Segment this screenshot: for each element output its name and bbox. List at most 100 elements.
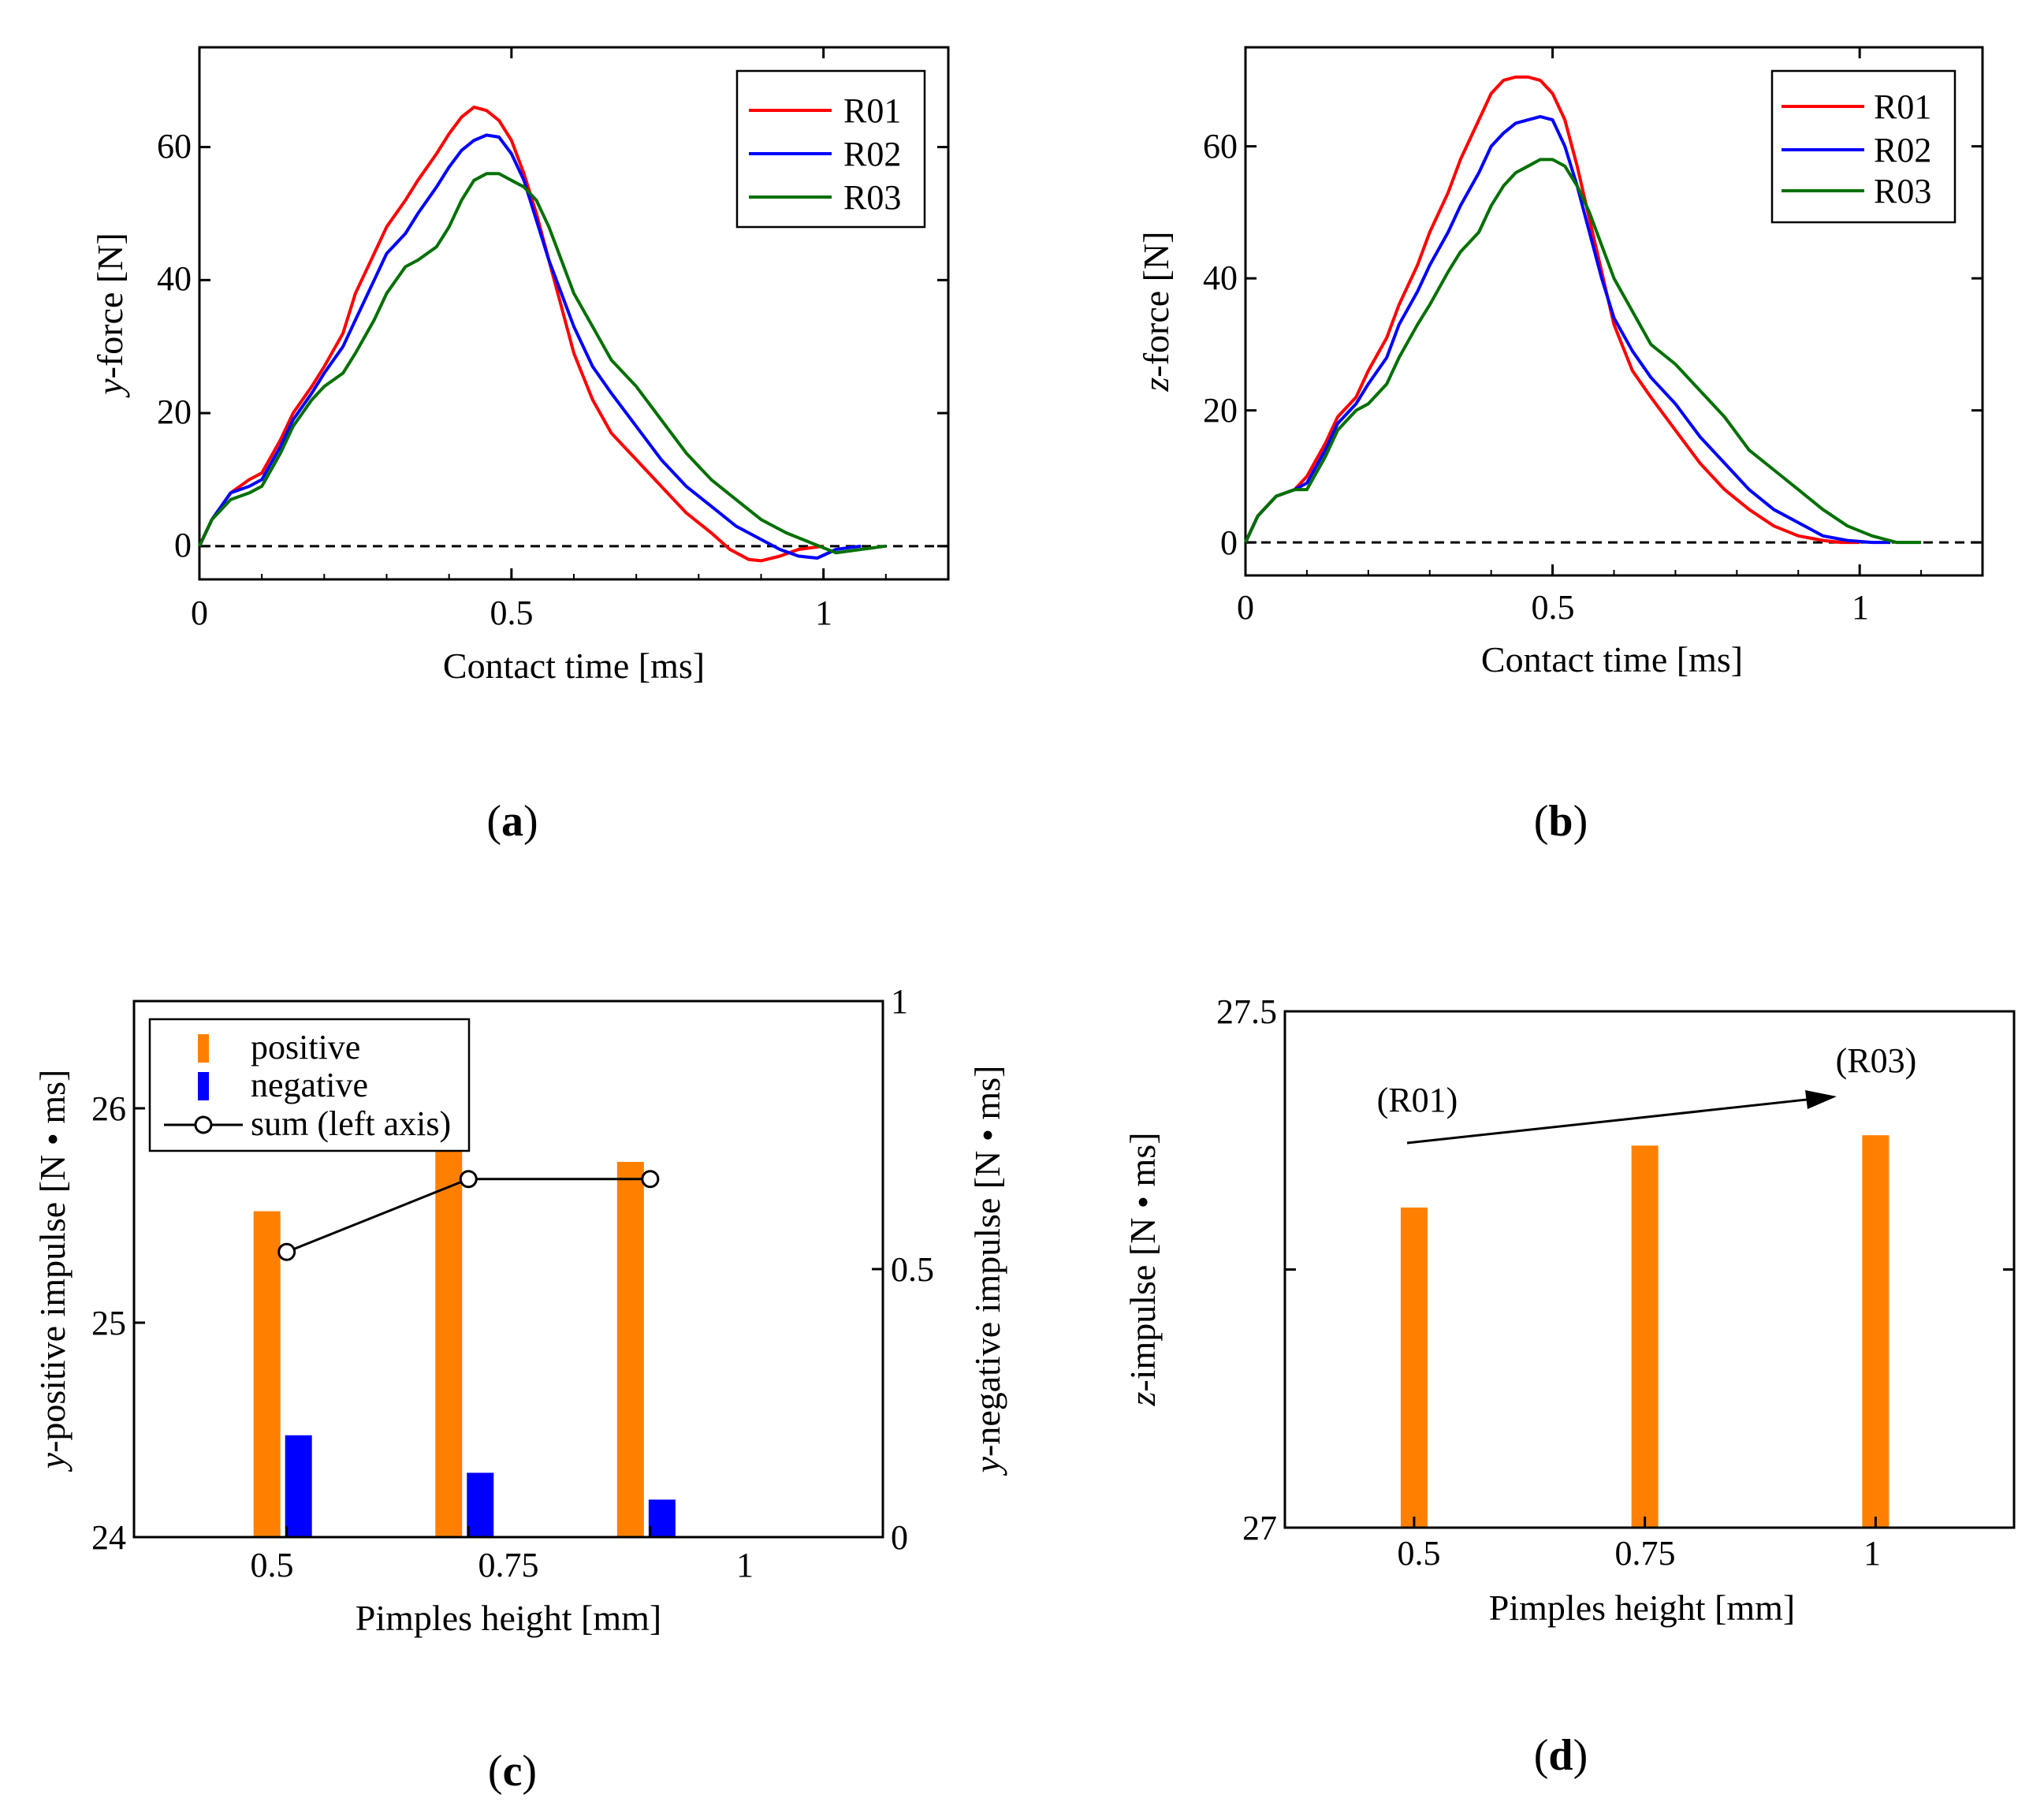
y2tick-label-c-1: 0.5 xyxy=(891,1250,934,1289)
panel-c: 0.5 0.75 1 24 25 26 0 0.5 1 Pimples heig… xyxy=(32,982,1007,1796)
ticks-c xyxy=(134,1000,883,1539)
bar-negative-2 xyxy=(648,1499,676,1537)
y2tick-label-c-0: 0 xyxy=(891,1518,908,1557)
ytick-label-d-0: 27 xyxy=(1242,1509,1277,1547)
bar-negative-1 xyxy=(467,1472,494,1537)
panel-d: 0.5 0.75 1 27 27.5 Pimples height [mm] z… xyxy=(1123,992,2016,1780)
annotation-arrow-head xyxy=(1805,1090,1837,1109)
ytick-label-a-3: 60 xyxy=(157,127,192,166)
ytick-label-b-2: 40 xyxy=(1203,259,1238,297)
legend-box-a xyxy=(735,69,926,229)
xtick-label-a-2: 1 xyxy=(815,594,832,632)
legend-label-b-r01: R01 xyxy=(1874,87,1931,126)
panel-b: 0 0.5 1 0 20 40 60 Contact time [ms] z-f… xyxy=(1136,46,1984,846)
y-axis-label-var-d: z xyxy=(1123,1392,1163,1407)
y-axis-label-rest-b: -force [N] xyxy=(1136,231,1176,377)
panel-letter-c: c xyxy=(503,1747,523,1796)
legend-box-b xyxy=(1770,69,1957,224)
series-line-b-r01 xyxy=(1244,75,1860,545)
y-axis-label-d: z-impulse [N • ms] xyxy=(1123,1132,1163,1406)
annotation-arrow-shaft xyxy=(1406,1098,1808,1145)
y-axis-label-a: y-force [N] xyxy=(90,233,130,398)
bar-negative-0 xyxy=(285,1435,312,1537)
y-axis-label-rest-d: -impulse [N • ms] xyxy=(1123,1132,1163,1391)
xtick-label-d-0: 0.5 xyxy=(1398,1534,1441,1573)
ticks-a xyxy=(198,47,949,579)
panel-label-d: (d) xyxy=(1534,1731,1588,1780)
annotation-r03: (R03) xyxy=(1836,1041,1917,1080)
legend-label-a-r03: R03 xyxy=(843,178,901,217)
y-axis-label-rest-c: -positive impulse [N • ms] xyxy=(32,1070,73,1453)
bars-c xyxy=(253,1151,676,1537)
panel-a: 0 0.5 1 0 20 40 60 Contact time [ms] y-f… xyxy=(90,46,950,846)
xtick-label-c-1: 0.75 xyxy=(478,1546,539,1584)
legend-b: R01 R02 R03 xyxy=(1770,69,1957,224)
series-line-b-r02 xyxy=(1244,114,1891,545)
sum-line-c xyxy=(277,1170,660,1261)
xtick-label-c-0: 0.5 xyxy=(251,1546,294,1584)
y-axis-label-c: y-positive impulse [N • ms] xyxy=(32,1070,73,1472)
ytick-label-a-2: 40 xyxy=(157,259,192,298)
ytick-label-a-0: 0 xyxy=(174,526,192,564)
series-line-a-r03 xyxy=(198,172,887,555)
ytick-label-c-1: 25 xyxy=(91,1304,126,1342)
bars-d xyxy=(1400,1135,1889,1528)
annotation-r01: (R01) xyxy=(1377,1081,1458,1119)
legend-label-b-r02: R02 xyxy=(1874,131,1931,169)
legend-label-c-negative: negative xyxy=(251,1066,368,1104)
sum-marker-2 xyxy=(641,1170,660,1189)
x-axis-label-a: Contact time [ms] xyxy=(443,646,705,686)
legend-marker-c-sum xyxy=(194,1115,213,1134)
panel-letter-b: b xyxy=(1548,797,1573,846)
x-axis-label-c: Pimples height [mm] xyxy=(356,1598,661,1638)
panel-label-b: (b) xyxy=(1534,797,1588,846)
legend-label-c-sum: sum (left axis) xyxy=(251,1104,451,1143)
xtick-label-a-1: 0.5 xyxy=(490,594,534,632)
panel-label-c: (c) xyxy=(488,1747,537,1796)
ytick-label-b-1: 20 xyxy=(1203,391,1238,430)
y2-axis-label-var-c: y xyxy=(967,1456,1007,1476)
ytick-label-c-0: 24 xyxy=(91,1518,126,1557)
legend-a: R01 R02 R03 xyxy=(735,69,926,229)
xtick-label-b-1: 0.5 xyxy=(1532,588,1575,627)
y-axis-label-var-c: y xyxy=(32,1452,73,1472)
ytick-label-d-1: 27.5 xyxy=(1216,992,1277,1031)
xtick-label-d-1: 0.75 xyxy=(1615,1534,1676,1573)
sum-line xyxy=(286,1178,650,1253)
series-lines-b xyxy=(1244,75,1922,545)
ytick-label-b-3: 60 xyxy=(1203,127,1238,166)
panel-letter-a: a xyxy=(501,797,523,846)
panel-letter-d: d xyxy=(1548,1731,1573,1780)
bar-z-impulse-2 xyxy=(1862,1135,1889,1528)
series-line-a-r02 xyxy=(198,133,862,560)
ytick-label-a-1: 20 xyxy=(157,393,192,431)
legend-label-c-positive: positive xyxy=(251,1028,360,1067)
bar-positive-2 xyxy=(616,1162,644,1537)
legend-label-a-r01: R01 xyxy=(843,91,901,130)
legend-swatch-c-negative xyxy=(198,1072,209,1100)
ytick-label-b-0: 0 xyxy=(1220,523,1238,562)
y2-axis-label-rest-c: -negative impulse [N • ms] xyxy=(967,1066,1007,1457)
xtick-label-a-0: 0 xyxy=(191,594,208,632)
ticks-d xyxy=(1285,1010,2014,1529)
ticks-b xyxy=(1244,47,1983,575)
series-line-b-r03 xyxy=(1244,158,1922,545)
series-lines-a xyxy=(198,105,887,563)
bar-positive-0 xyxy=(253,1211,281,1537)
xtick-label-c-2: 1 xyxy=(736,1546,754,1584)
y-axis-label-var-b: z xyxy=(1136,378,1176,393)
xtick-label-d-2: 1 xyxy=(1863,1534,1881,1573)
y2tick-label-c-2: 1 xyxy=(891,982,908,1021)
legend-label-b-r03: R03 xyxy=(1874,172,1931,210)
x-axis-label-d: Pimples height [mm] xyxy=(1489,1588,1795,1628)
series-line-a-r01 xyxy=(198,105,824,563)
bar-positive-1 xyxy=(435,1151,463,1537)
bar-z-impulse-1 xyxy=(1631,1145,1659,1528)
y-axis-label-b: z-force [N] xyxy=(1136,231,1176,392)
legend-swatch-c-positive xyxy=(198,1034,209,1063)
y-axis-label-rest-a: -force [N] xyxy=(90,233,130,378)
y2-axis-label-c: y-negative impulse [N • ms] xyxy=(967,1066,1007,1476)
sum-marker-1 xyxy=(459,1170,478,1189)
legend-label-a-r02: R02 xyxy=(843,135,901,173)
